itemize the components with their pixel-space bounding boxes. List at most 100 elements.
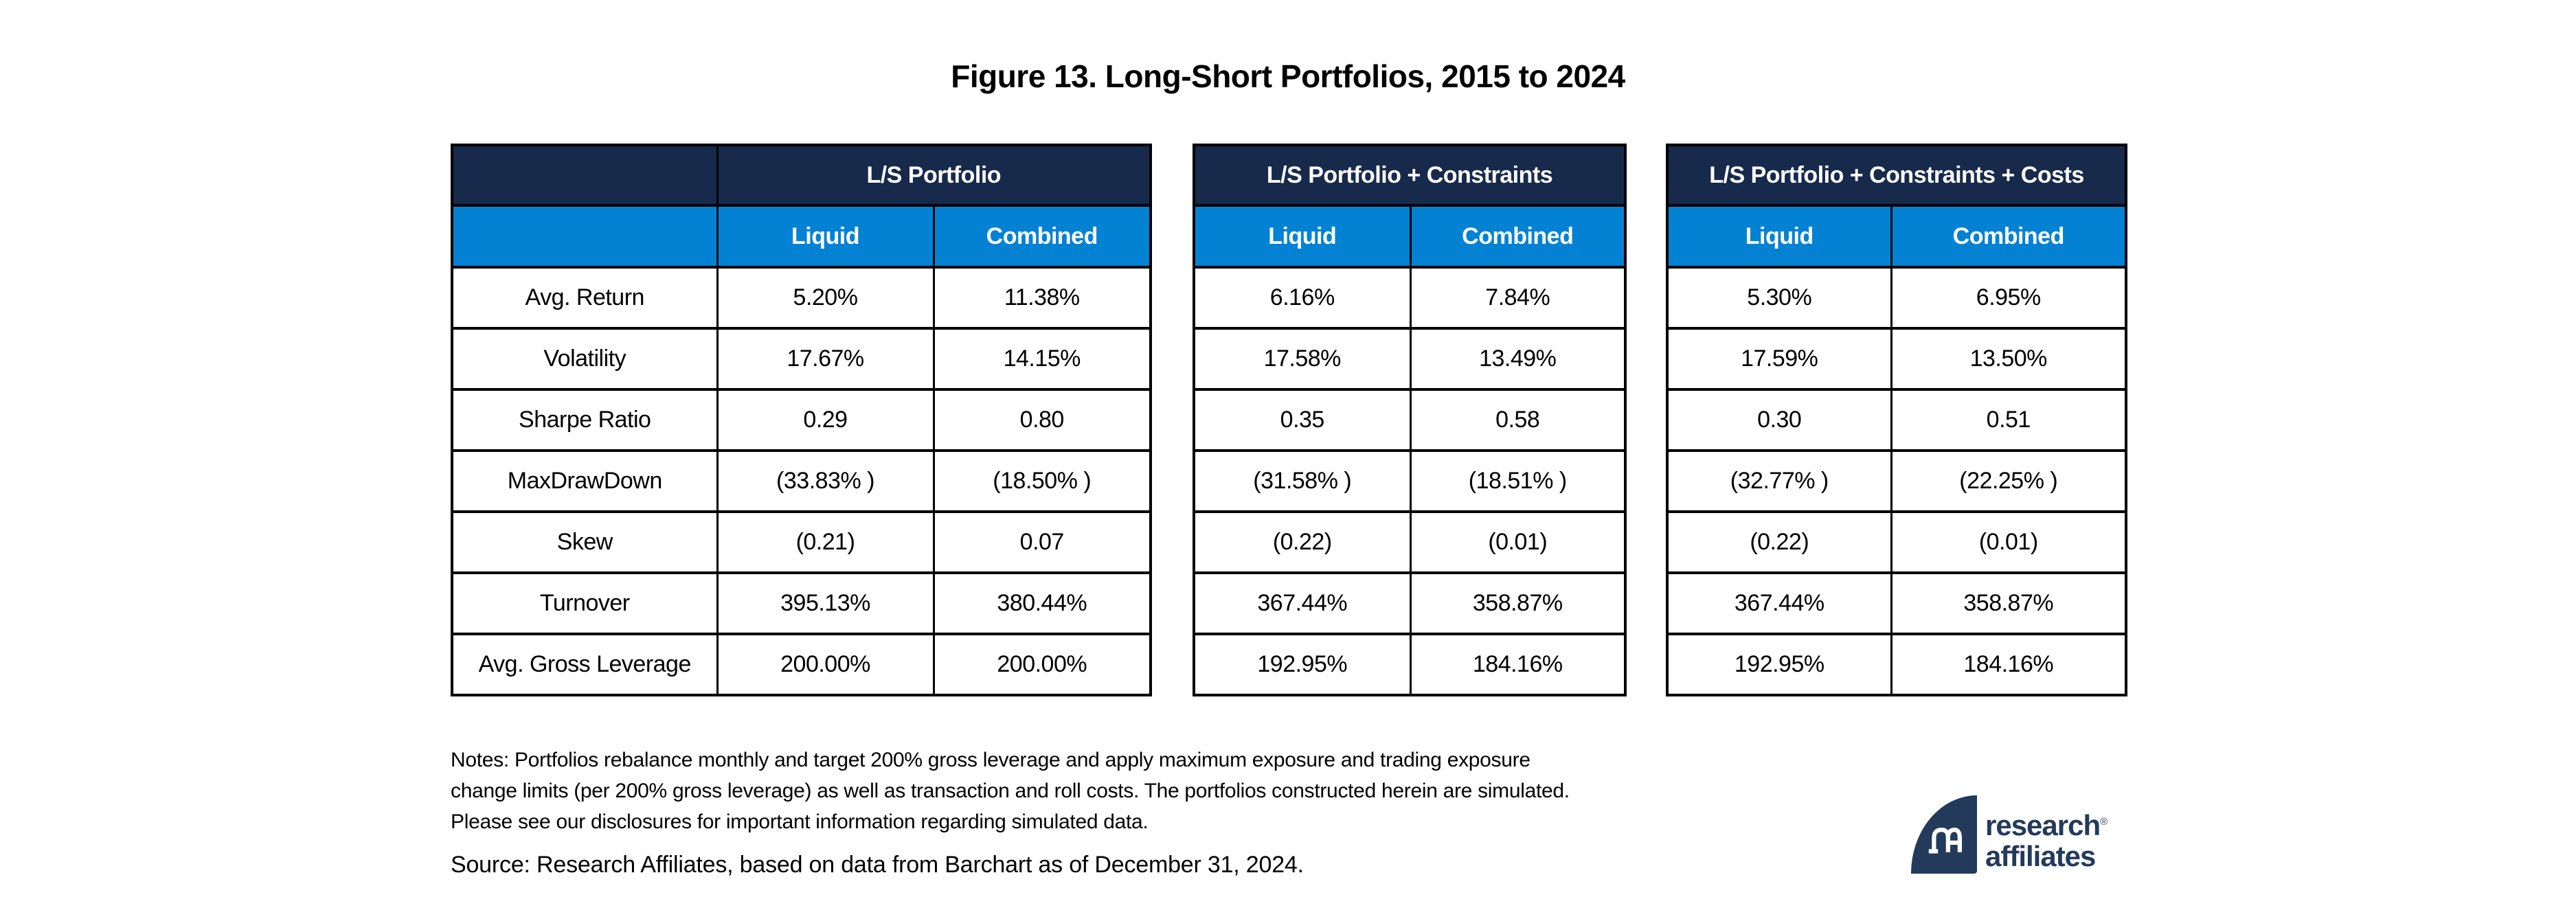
value-cell: 5.20% [716, 266, 935, 330]
registered-mark: ® [2100, 816, 2108, 828]
row-label: Avg. Return [451, 266, 719, 330]
row-label: Avg. Gross Leverage [451, 633, 719, 696]
table-row: Avg. Return 5.20% 11.38% [451, 266, 1152, 330]
value-cell: 17.58% [1193, 327, 1412, 391]
notes-line: Please see our disclosures for important… [451, 810, 1149, 833]
value-cell: 380.44% [932, 571, 1152, 635]
row-label: Volatility [451, 327, 719, 391]
table-row: (32.77% ) (22.25% ) [1666, 449, 2127, 513]
table-row: 5.30% 6.95% [1666, 266, 2127, 330]
table-row: (31.58% ) (18.51% ) [1193, 449, 1627, 513]
value-cell: (18.50% ) [932, 449, 1152, 513]
stats-table-ls-constraints-costs: L/S Portfolio + Constraints + Costs Liqu… [1666, 144, 2127, 696]
source-text: Source: Research Affiliates, based on da… [451, 852, 1304, 878]
row-label: Turnover [451, 571, 719, 635]
value-cell: 13.50% [1890, 327, 2127, 391]
value-cell: 358.87% [1890, 571, 2127, 635]
table-row: 192.95% 184.16% [1193, 633, 1627, 696]
column-header-row: Liquid Combined [1666, 204, 2127, 269]
table-row: 192.95% 184.16% [1666, 633, 2127, 696]
table-row: 367.44% 358.87% [1666, 571, 2127, 635]
value-cell: 200.00% [716, 633, 935, 696]
table-row: 0.30 0.51 [1666, 388, 2127, 452]
research-affiliates-logo: research® affiliates [1911, 795, 2117, 878]
section-header-row: L/S Portfolio + Constraints [1193, 144, 1627, 207]
logo-wordmark-line2: affiliates [1985, 840, 2096, 872]
value-cell: (33.83% ) [716, 449, 935, 513]
value-cell: 192.95% [1193, 633, 1412, 696]
column-header: Combined [1409, 204, 1627, 269]
table-row: Turnover 395.13% 380.44% [451, 571, 1152, 635]
value-cell: 17.59% [1666, 327, 1893, 391]
notes-text: Notes: Portfolios rebalance monthly and … [451, 745, 1811, 837]
value-cell: 0.35 [1193, 388, 1412, 452]
figure-title: Figure 13. Long-Short Portfolios, 2015 t… [951, 58, 1625, 94]
stats-table-group: L/S Portfolio Liquid Combined Avg. Retur… [451, 144, 2127, 696]
column-header: Combined [932, 204, 1152, 269]
table-row: (0.22) (0.01) [1666, 510, 2127, 574]
value-cell: 395.13% [716, 571, 935, 635]
value-cell: (32.77% ) [1666, 449, 1893, 513]
column-header: Combined [1890, 204, 2127, 269]
value-cell: 0.51 [1890, 388, 2127, 452]
column-header-row: Liquid Combined [1193, 204, 1627, 269]
corner-cell-navy [451, 144, 719, 207]
stats-table-ls-portfolio: L/S Portfolio Liquid Combined Avg. Retur… [451, 144, 1152, 696]
value-cell: 200.00% [932, 633, 1152, 696]
row-label: Sharpe Ratio [451, 388, 719, 452]
notes-line: Notes: Portfolios rebalance monthly and … [451, 749, 1530, 771]
value-cell: (0.22) [1666, 510, 1893, 574]
logo-wordmark: research® affiliates [1985, 806, 2108, 872]
section-header: L/S Portfolio + Constraints [1193, 144, 1627, 207]
value-cell: (18.51% ) [1409, 449, 1627, 513]
value-cell: 0.29 [716, 388, 935, 452]
table-row: 0.35 0.58 [1193, 388, 1627, 452]
value-cell: 13.49% [1409, 327, 1627, 391]
section-gap [1152, 144, 1193, 696]
corner-cell-blue [451, 204, 719, 269]
value-cell: 184.16% [1890, 633, 2127, 696]
table-row: 17.59% 13.50% [1666, 327, 2127, 391]
value-cell: (0.01) [1409, 510, 1627, 574]
section-gap [1627, 144, 1666, 696]
table-row: 17.58% 13.49% [1193, 327, 1627, 391]
table-row: Volatility 17.67% 14.15% [451, 327, 1152, 391]
table-row: Avg. Gross Leverage 200.00% 200.00% [451, 633, 1152, 696]
value-cell: 0.58 [1409, 388, 1627, 452]
table-row: Sharpe Ratio 0.29 0.80 [451, 388, 1152, 452]
value-cell: (0.01) [1890, 510, 2127, 574]
value-cell: (22.25% ) [1890, 449, 2127, 513]
column-header: Liquid [716, 204, 935, 269]
row-label: Skew [451, 510, 719, 574]
value-cell: 17.67% [716, 327, 935, 391]
table-row: 6.16% 7.84% [1193, 266, 1627, 330]
column-header: Liquid [1666, 204, 1893, 269]
value-cell: 0.07 [932, 510, 1152, 574]
logo-wordmark-line1: research® [1985, 809, 2108, 841]
value-cell: 184.16% [1409, 633, 1627, 696]
table-row: MaxDrawDown (33.83% ) (18.50% ) [451, 449, 1152, 513]
value-cell: 192.95% [1666, 633, 1893, 696]
section-header: L/S Portfolio [716, 144, 1152, 207]
table-row: 367.44% 358.87% [1193, 571, 1627, 635]
value-cell: 6.95% [1890, 266, 2127, 330]
ra-monogram-icon [1911, 795, 1977, 874]
table-row: Skew (0.21) 0.07 [451, 510, 1152, 574]
stats-table-ls-constraints: L/S Portfolio + Constraints Liquid Combi… [1193, 144, 1627, 696]
value-cell: 7.84% [1409, 266, 1627, 330]
ra-monogram-glyph [1928, 828, 1962, 854]
column-header-row: Liquid Combined [451, 204, 1152, 269]
value-cell: 5.30% [1666, 266, 1893, 330]
section-header-row: L/S Portfolio + Constraints + Costs [1666, 144, 2127, 207]
row-label: MaxDrawDown [451, 449, 719, 513]
value-cell: 358.87% [1409, 571, 1627, 635]
value-cell: 367.44% [1666, 571, 1893, 635]
notes-line: change limits (per 200% gross leverage) … [451, 780, 1570, 802]
value-cell: 367.44% [1193, 571, 1412, 635]
value-cell: (0.22) [1193, 510, 1412, 574]
value-cell: (31.58% ) [1193, 449, 1412, 513]
value-cell: 0.80 [932, 388, 1152, 452]
section-header-row: L/S Portfolio [451, 144, 1152, 207]
value-cell: 14.15% [932, 327, 1152, 391]
value-cell: 0.30 [1666, 388, 1893, 452]
